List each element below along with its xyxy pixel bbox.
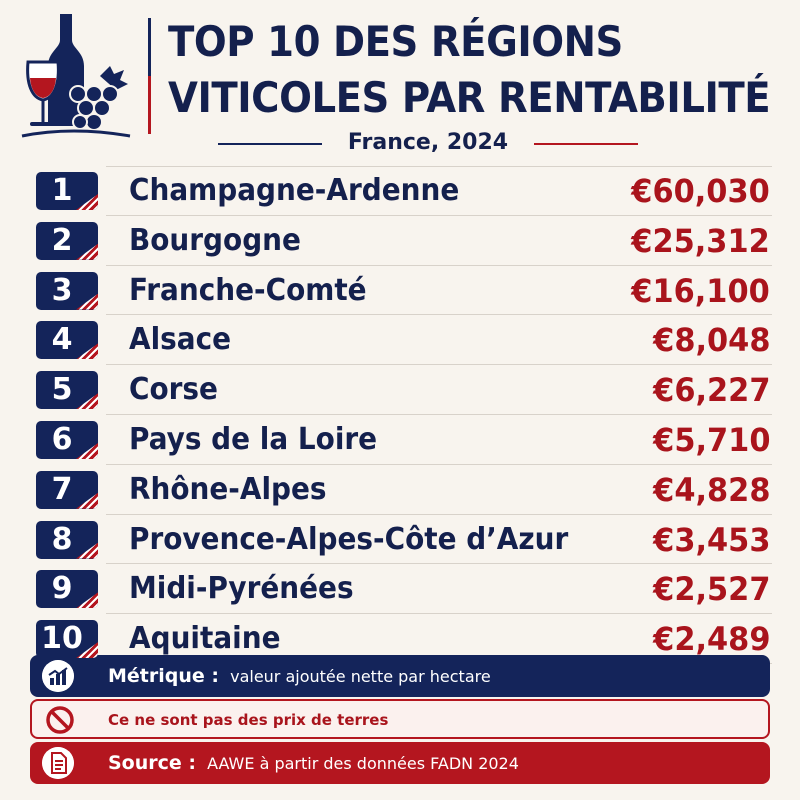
rank-badge: 4 [36,321,98,360]
rank-badge: 9 [36,570,98,609]
metric-label: Métrique : [108,665,219,687]
region-name: Alsace [129,322,232,358]
metric-text-block: Métrique : valeur ajoutée nette par hect… [108,655,491,698]
page-title: TOP 10 DES RÉGIONS VITICOLES PAR RENTABI… [168,14,771,126]
region-value: €2,527 [652,570,770,609]
row-divider [106,613,772,615]
region-name: Pays de la Loire [129,421,378,457]
region-value: €6,227 [652,371,770,410]
ranking-row: 8 Provence-Alpes-Côte d’Azur €3,453 [36,515,772,565]
region-value: €16,100 [631,271,770,310]
rank-number: 6 [51,421,73,457]
rank-badge: 8 [36,520,98,559]
rank-stripes [76,542,98,559]
rank-stripes [76,592,98,609]
ranking-row: 10 Aquitaine €2,489 [36,614,772,664]
document-icon [42,747,74,779]
region-name: Provence-Alpes-Côte d’Azur [129,521,569,557]
ranking-row: 5 Corse €6,227 [36,365,772,415]
note-bar: Ce ne sont pas des prix de terres [30,699,770,739]
rank-number: 5 [51,372,73,408]
region-name: Rhône-Alpes [129,471,327,507]
ranking-row: 6 Pays de la Loire €5,710 [36,415,772,465]
rank-number: 1 [51,173,73,208]
subtitle-line-right [534,143,638,145]
ranking-row: 4 Alsace €8,048 [36,315,772,366]
title-line-1: TOP 10 DES RÉGIONS [168,17,623,66]
rank-stripes [76,194,98,210]
rank-stripes [76,343,98,360]
region-name: Aquitaine [129,621,281,657]
source-label: Source : [108,752,196,774]
region-value: €4,828 [652,470,770,509]
ranking-row: 2 Bourgogne €25,312 [36,216,772,266]
row-divider [106,463,772,465]
region-value: €2,489 [652,620,770,659]
subtitle-block: France, 2024 [218,128,638,158]
region-name: Corse [129,372,218,408]
row-divider [106,513,772,515]
ranking-list: 1 Champagne-Ardenne €60,030 2 Bourgogne €25,3… [36,166,772,664]
rank-badge: 10 [36,620,98,659]
rank-badge: 2 [36,221,98,260]
source-text: AAWE à partir des données FADN 2024 [207,754,519,773]
rank-number: 2 [51,222,73,258]
rank-stripes [76,492,98,509]
rank-badge: 3 [36,271,98,310]
rank-stripes [76,393,98,410]
flag-divider-blue [148,18,151,76]
bar-chart-growth-icon [42,660,74,692]
region-value: €25,312 [631,221,770,260]
flag-divider-red [148,76,151,134]
rank-number: 3 [51,272,73,308]
rank-badge: 1 [36,172,98,210]
row-divider [106,214,772,216]
row-divider [106,364,772,366]
subtitle: France, 2024 [347,130,509,155]
source-text-block: Source : AAWE à partir des données FADN … [108,742,519,785]
ranking-row: 1 Champagne-Ardenne €60,030 [36,166,772,216]
list-divider-top [106,166,772,167]
prohibited-icon [46,706,74,734]
title-line-2: VITICOLES PAR RENTABILITÉ [168,73,771,122]
row-divider [106,264,772,266]
rank-number: 8 [51,521,73,557]
note-text: Ce ne sont pas des prix de terres [108,711,389,729]
rank-stripes [76,442,98,459]
region-value: €5,710 [652,420,770,459]
region-name: Champagne-Ardenne [129,173,460,208]
rank-badge: 5 [36,371,98,410]
region-name: Bourgogne [129,222,301,258]
region-name: Midi-Pyrénées [129,571,354,607]
rank-number: 4 [51,322,73,358]
ranking-row: 7 Rhône-Alpes €4,828 [36,465,772,515]
row-divider [106,563,772,565]
row-divider [106,413,772,415]
rank-badge: 6 [36,420,98,459]
subtitle-line-left [218,143,322,145]
rank-number: 7 [51,471,73,507]
rank-stripes [76,243,98,260]
source-bar: Source : AAWE à partir des données FADN … [30,742,770,784]
ranking-row: 9 Midi-Pyrénées €2,527 [36,564,772,615]
rank-stripes [76,293,98,310]
rank-number: 10 [41,621,83,657]
region-value: €3,453 [652,520,770,559]
region-value: €60,030 [631,172,770,210]
region-name: Franche-Comté [129,272,367,308]
rank-badge: 7 [36,470,98,509]
wine-bottle-glass-grapes-icon [21,14,131,138]
row-divider [106,314,772,316]
ranking-row: 3 Franche-Comté €16,100 [36,266,772,316]
metric-text: valeur ajoutée nette par hectare [230,667,491,686]
metric-bar: Métrique : valeur ajoutée nette par hect… [30,655,770,697]
rank-number: 9 [51,571,73,607]
region-value: €8,048 [652,321,770,360]
